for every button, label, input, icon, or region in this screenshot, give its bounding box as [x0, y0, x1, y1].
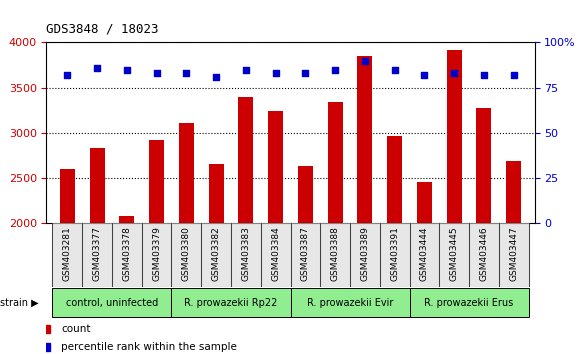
Text: count: count — [61, 324, 91, 334]
Point — [63, 72, 72, 78]
Bar — [290, 223, 320, 287]
Text: GSM403380: GSM403380 — [182, 226, 191, 281]
Bar — [238, 97, 253, 223]
Text: GSM403445: GSM403445 — [450, 226, 458, 281]
Bar — [387, 136, 402, 223]
Text: GSM403382: GSM403382 — [211, 226, 221, 281]
Point — [122, 67, 131, 73]
Bar — [328, 102, 343, 223]
Bar — [439, 223, 469, 287]
Point — [331, 67, 340, 73]
Bar — [179, 123, 194, 223]
Text: GSM403446: GSM403446 — [479, 226, 489, 281]
FancyBboxPatch shape — [290, 288, 410, 317]
Bar — [417, 182, 432, 223]
Bar — [231, 223, 261, 287]
Text: GSM403383: GSM403383 — [241, 226, 250, 281]
Bar — [447, 50, 462, 223]
Text: GSM403447: GSM403447 — [509, 226, 518, 281]
Point — [241, 67, 250, 73]
Bar — [149, 140, 164, 223]
Bar — [171, 223, 201, 287]
Bar — [52, 223, 82, 287]
Point — [182, 70, 191, 76]
Text: R. prowazekii Rp22: R. prowazekii Rp22 — [184, 298, 278, 308]
Point — [509, 72, 518, 78]
Text: GSM403388: GSM403388 — [331, 226, 340, 281]
Text: GSM403378: GSM403378 — [123, 226, 131, 281]
Bar — [469, 223, 499, 287]
Bar — [209, 164, 224, 223]
Bar — [60, 169, 75, 223]
Bar — [380, 223, 410, 287]
Point — [152, 70, 162, 76]
Point — [479, 72, 489, 78]
Bar — [357, 56, 372, 223]
Text: GSM403444: GSM403444 — [420, 226, 429, 281]
Bar — [476, 108, 492, 223]
Bar — [261, 223, 290, 287]
Point — [360, 58, 370, 63]
Text: GSM403389: GSM403389 — [360, 226, 370, 281]
Text: R. prowazekii Evir: R. prowazekii Evir — [307, 298, 393, 308]
Text: strain ▶: strain ▶ — [0, 298, 38, 308]
Bar — [112, 223, 142, 287]
Point — [450, 70, 459, 76]
Bar — [142, 223, 171, 287]
Point — [92, 65, 102, 70]
Point — [419, 72, 429, 78]
Bar — [268, 111, 283, 223]
Bar — [499, 223, 529, 287]
FancyBboxPatch shape — [52, 288, 171, 317]
Bar — [298, 166, 313, 223]
Bar — [410, 223, 439, 287]
Text: GSM403384: GSM403384 — [271, 226, 280, 281]
Bar — [119, 216, 134, 223]
Bar — [506, 161, 521, 223]
Bar — [89, 148, 105, 223]
Text: GSM403391: GSM403391 — [390, 226, 399, 281]
Text: GDS3848 / 18023: GDS3848 / 18023 — [46, 22, 159, 35]
Text: control, uninfected: control, uninfected — [66, 298, 158, 308]
Text: percentile rank within the sample: percentile rank within the sample — [61, 342, 237, 352]
FancyBboxPatch shape — [171, 288, 290, 317]
Text: GSM403379: GSM403379 — [152, 226, 161, 281]
Point — [211, 74, 221, 80]
Text: GSM403281: GSM403281 — [63, 226, 72, 281]
FancyBboxPatch shape — [410, 288, 529, 317]
Bar — [350, 223, 380, 287]
Bar — [320, 223, 350, 287]
Bar — [201, 223, 231, 287]
Text: R. prowazekii Erus: R. prowazekii Erus — [425, 298, 514, 308]
Point — [390, 67, 399, 73]
Text: GSM403377: GSM403377 — [92, 226, 102, 281]
Bar — [82, 223, 112, 287]
Point — [301, 70, 310, 76]
Point — [271, 70, 280, 76]
Text: GSM403387: GSM403387 — [301, 226, 310, 281]
